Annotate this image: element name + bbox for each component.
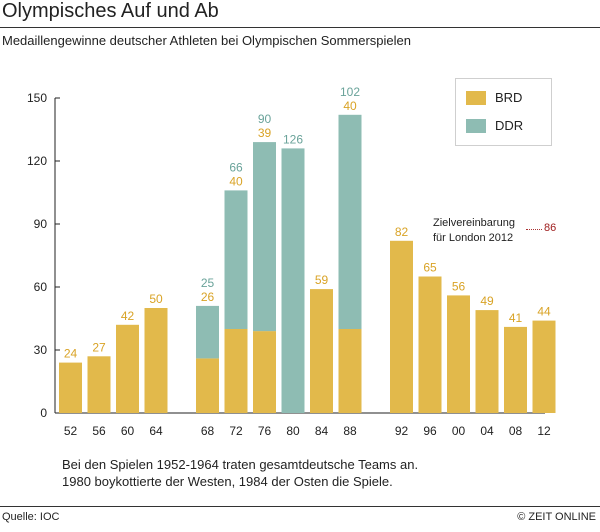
chart-title: Olympisches Auf und Ab [2,0,219,22]
footer-divider [0,506,600,507]
y-tick-label-90: 90 [34,217,48,231]
bar-brd-84 [310,289,333,413]
bar-brd-60 [116,324,139,413]
legend-swatch-brd [466,90,486,105]
data-label-brd-92: 82 [395,225,409,239]
bar-brd-92 [390,240,413,413]
bar-brd-12 [532,320,556,413]
footnote-line2: 1980 boykottierte der Westen, 1984 der O… [62,474,393,489]
bar-brd-72 [224,329,248,413]
data-label-ddr-76: 90 [258,112,272,126]
chart-plot: 0306090120150245227564260506426256840667… [27,85,556,438]
bar-ddr-72 [224,190,248,329]
x-tick-label-56: 56 [92,424,106,438]
target-value: 86 [544,222,557,234]
data-label-brd-60: 42 [121,309,135,323]
target-label-line2: für London 2012 [433,232,514,244]
data-label-brd-72: 40 [229,174,243,188]
legend: BRD DDR [455,78,552,146]
x-tick-label-08: 08 [509,424,523,438]
y-tick-label-150: 150 [27,91,47,105]
data-label-ddr-88: 102 [340,85,360,99]
chart-subtitle: Medaillengewinne deutscher Athleten bei … [2,33,412,48]
x-tick-label-64: 64 [149,424,163,438]
y-tick-label-60: 60 [34,280,48,294]
legend-label-brd: BRD [495,90,523,105]
bar-brd-68 [196,358,219,413]
x-tick-label-00: 00 [452,424,466,438]
x-tick-label-88: 88 [343,424,357,438]
x-tick-label-60: 60 [121,424,135,438]
footnote: Bei den Spielen 1952-1964 traten gesamtd… [62,456,418,490]
legend-swatch-ddr [466,118,486,133]
x-tick-label-12: 12 [537,424,551,438]
data-label-brd-04: 49 [480,294,494,308]
target-dotted-line [526,229,542,230]
legend-item-brd: BRD [466,90,522,105]
footnote-line1: Bei den Spielen 1952-1964 traten gesamtd… [62,457,419,472]
bar-brd-00 [447,295,470,413]
data-label-brd-96: 65 [423,261,437,275]
target-label-line1: Zielvereinbarung [433,217,515,229]
bar-ddr-80 [281,148,305,413]
data-label-brd-08: 41 [509,311,523,325]
y-tick-label-120: 120 [27,154,47,168]
bar-brd-04 [475,310,499,413]
x-tick-label-52: 52 [64,424,78,438]
credit-label: © ZEIT ONLINE [517,511,596,523]
data-label-ddr-72: 66 [229,160,243,174]
source-label: Quelle: IOC [2,511,60,523]
data-label-brd-64: 50 [149,292,163,306]
data-label-brd-84: 59 [315,273,329,287]
y-tick-label-0: 0 [40,406,47,420]
data-label-brd-00: 56 [452,279,466,293]
x-tick-label-80: 80 [286,424,300,438]
bar-brd-96 [418,276,442,413]
data-label-brd-68: 26 [201,290,215,304]
legend-label-ddr: DDR [495,118,524,133]
legend-item-ddr: DDR [466,118,523,133]
bar-brd-88 [338,329,362,413]
x-tick-label-04: 04 [480,424,494,438]
target-annotation: Zielvereinbarung für London 2012 [433,216,515,246]
y-tick-label-30: 30 [34,343,48,357]
data-label-brd-76: 39 [258,126,272,140]
data-label-brd-88: 40 [343,99,357,113]
bar-brd-56 [87,356,111,413]
title-divider [0,27,600,28]
data-label-brd-56: 27 [92,340,106,354]
bar-ddr-88 [338,114,362,329]
x-tick-label-96: 96 [423,424,437,438]
bar-brd-08 [504,326,527,413]
x-tick-label-72: 72 [229,424,243,438]
data-label-brd-52: 24 [64,347,78,361]
data-label-ddr-68: 25 [201,276,215,290]
bar-brd-64 [144,308,168,413]
bar-brd-52 [59,362,82,413]
bar-ddr-76 [253,142,276,332]
x-tick-label-68: 68 [201,424,215,438]
bar-ddr-68 [196,305,219,359]
data-label-brd-12: 44 [537,305,551,319]
data-label-ddr-80: 126 [283,132,303,146]
x-tick-label-84: 84 [315,424,329,438]
bar-brd-76 [253,331,276,413]
x-tick-label-92: 92 [395,424,409,438]
x-tick-label-76: 76 [258,424,272,438]
